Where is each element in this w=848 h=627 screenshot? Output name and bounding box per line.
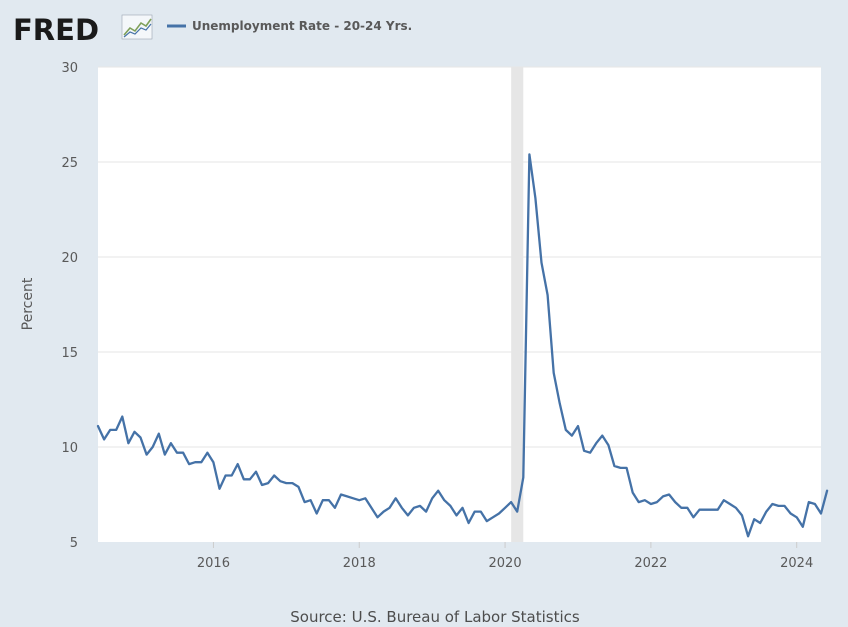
y-tick-label: 30: [61, 61, 78, 76]
series-line[interactable]: [96, 153, 829, 538]
recession-shading-layer: [511, 67, 524, 542]
x-tick-label: 2022: [634, 556, 667, 571]
y-axis-title: Percent: [20, 277, 36, 330]
x-tick-label: 2020: [489, 556, 522, 571]
plot-area: [98, 67, 821, 542]
legend[interactable]: Unemployment Rate - 20-24 Yrs.: [167, 19, 412, 33]
line-chart-icon: [121, 14, 153, 40]
y-tick-label: 5: [70, 536, 78, 551]
recession-band: [511, 67, 524, 542]
x-tick-label: 2024: [780, 556, 813, 571]
legend-label: Unemployment Rate - 20-24 Yrs.: [192, 19, 412, 33]
x-tick-label: 2016: [197, 556, 230, 571]
x-axis-ticks: 2016 2018 2020 2022 2024: [197, 542, 813, 571]
fred-logo[interactable]: FRED: [13, 13, 153, 47]
y-tick-label: 10: [61, 441, 78, 456]
fred-logo-text: FRED: [13, 13, 99, 47]
y-axis-ticks: 5 10 15 20 25 30: [61, 61, 78, 551]
y-tick-label: 15: [61, 346, 78, 361]
series-layer: [96, 153, 829, 538]
y-tick-label: 25: [61, 156, 78, 171]
y-tick-label: 20: [61, 251, 78, 266]
grid-lines: [98, 66, 821, 448]
x-tick-label: 2018: [343, 556, 376, 571]
source-note: Source: U.S. Bureau of Labor Statistics: [290, 608, 580, 626]
